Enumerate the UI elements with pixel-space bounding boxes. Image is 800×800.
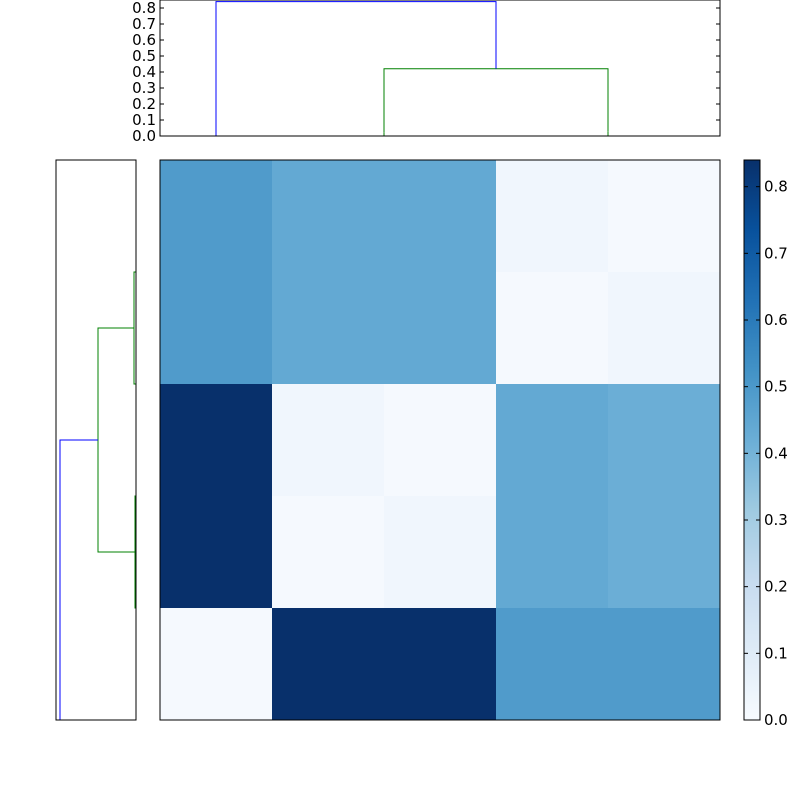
- colorbar-frame: [743, 159, 761, 721]
- y-tick-label: 0.6: [132, 31, 156, 49]
- heatmap-cell: [272, 496, 385, 609]
- colorbar-tick-label: 0.6: [764, 311, 788, 329]
- left-dendrogram-frame: [55, 159, 137, 721]
- heatmap-cell: [496, 160, 609, 273]
- colorbar-tick-label: 0.5: [764, 378, 788, 396]
- heatmap-cell: [272, 160, 385, 273]
- y-tick-label: 0.4: [132, 63, 156, 81]
- dendrogram-link: [215, 1, 497, 136]
- colorbar-tick-label: 0.8: [764, 178, 788, 196]
- heatmap-frame: [159, 159, 721, 721]
- colorbar-tick-label: 0.7: [764, 244, 788, 262]
- heatmap-panel: [159, 159, 721, 721]
- heatmap-cell: [160, 272, 273, 385]
- heatmap-cell: [608, 496, 721, 609]
- heatmap-cell: [272, 384, 385, 497]
- heatmap-cell: [608, 160, 721, 273]
- colorbar-tick-label: 0.3: [764, 511, 788, 529]
- colorbar-tick-label: 0.4: [764, 444, 788, 462]
- heatmap-cell: [496, 496, 609, 609]
- colorbar: 0.0 0.1 0.2 0.3 0.4 0.5 0.6 0.7 0.8: [743, 159, 788, 729]
- heatmap-cell: [384, 160, 497, 273]
- left-dendrogram: [55, 159, 137, 721]
- heatmap-cell: [160, 160, 273, 273]
- top-dendrogram-y-axis: 0.00.10.20.30.40.50.60.70.8: [132, 0, 720, 145]
- colorbar-gradient: [744, 160, 760, 720]
- heatmap-cell: [384, 608, 497, 721]
- heatmap-cell: [272, 608, 385, 721]
- heatmap-cell: [160, 608, 273, 721]
- heatmap-cell: [496, 384, 609, 497]
- heatmap-cell: [160, 496, 273, 609]
- y-tick-label: 0.1: [132, 111, 156, 129]
- top-dendrogram-frame: [159, 0, 721, 137]
- colorbar-tick-label: 0.0: [764, 711, 788, 729]
- heatmap-cell: [608, 384, 721, 497]
- heatmap-cell: [384, 384, 497, 497]
- heatmap-cell: [496, 608, 609, 721]
- y-tick-label: 0.2: [132, 95, 156, 113]
- heatmap-cell: [496, 272, 609, 385]
- top-dendrogram-links: [215, 1, 609, 136]
- heatmap-cell: [608, 272, 721, 385]
- heatmap-cell: [384, 272, 497, 385]
- y-tick-label: 0.3: [132, 79, 156, 97]
- y-tick-label: 0.5: [132, 47, 156, 65]
- top-dendrogram: 0.00.10.20.30.40.50.60.70.8: [132, 0, 721, 145]
- colorbar-tick-label: 0.1: [764, 644, 788, 662]
- colorbar-tick-label: 0.2: [764, 578, 788, 596]
- heatmap-cell: [608, 608, 721, 721]
- heatmap-cell: [272, 272, 385, 385]
- y-tick-label: 0.8: [132, 0, 156, 17]
- y-tick-label: 0.7: [132, 15, 156, 33]
- heatmap-cell: [160, 384, 273, 497]
- heatmap-cell: [384, 496, 497, 609]
- colorbar-ticks: 0.0 0.1 0.2 0.3 0.4 0.5 0.6 0.7 0.8: [744, 178, 788, 729]
- y-tick-label: 0.0: [132, 127, 156, 145]
- heatmap-cells: [160, 160, 721, 721]
